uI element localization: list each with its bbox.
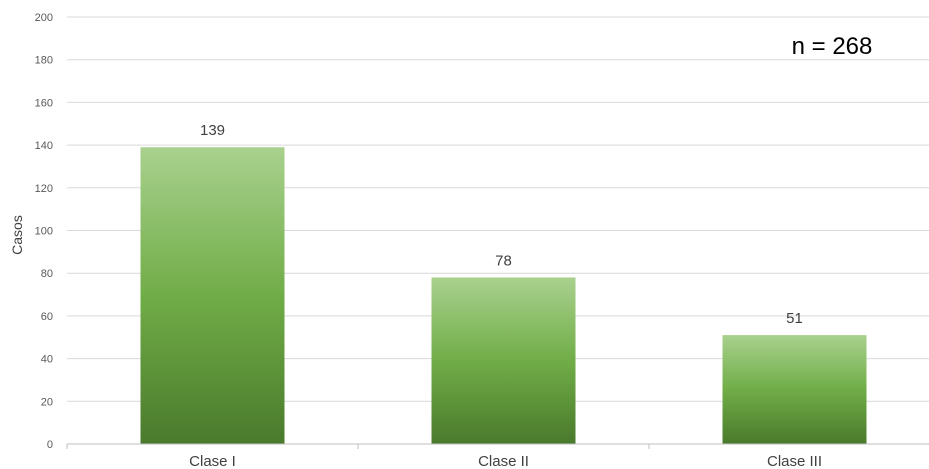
y-tick-label: 100 <box>35 226 53 238</box>
data-label: 51 <box>786 310 803 327</box>
bar-clase-iii <box>722 335 867 444</box>
y-tick-label: 180 <box>35 55 53 67</box>
y-tick-label: 200 <box>35 12 53 24</box>
y-tick-label: 120 <box>35 183 53 195</box>
y-axis-ticks: 0 20 40 60 80 100 120 140 160 180 200 <box>35 12 53 451</box>
y-tick-label: 0 <box>47 439 53 451</box>
y-tick-label: 160 <box>35 97 53 109</box>
y-axis-title: Casos <box>9 215 25 255</box>
y-tick-label: 140 <box>35 140 53 152</box>
y-tick-label: 40 <box>41 354 53 366</box>
bar-clase-ii <box>431 277 576 444</box>
y-tick-label: 20 <box>41 396 53 408</box>
data-labels: 139 78 51 <box>200 122 803 327</box>
y-tick-label: 80 <box>41 268 53 280</box>
sample-size-annotation: n = 268 <box>792 33 873 60</box>
data-label: 139 <box>200 122 225 139</box>
data-label: 78 <box>495 252 512 269</box>
x-category-label: Clase III <box>767 453 822 469</box>
x-axis: Clase I Clase II Clase III <box>66 443 929 469</box>
bar-clase-i <box>140 147 285 445</box>
bars <box>140 147 867 445</box>
y-tick-label: 60 <box>41 311 53 323</box>
x-category-label: Clase II <box>478 453 529 469</box>
x-category-label: Clase I <box>189 453 236 469</box>
